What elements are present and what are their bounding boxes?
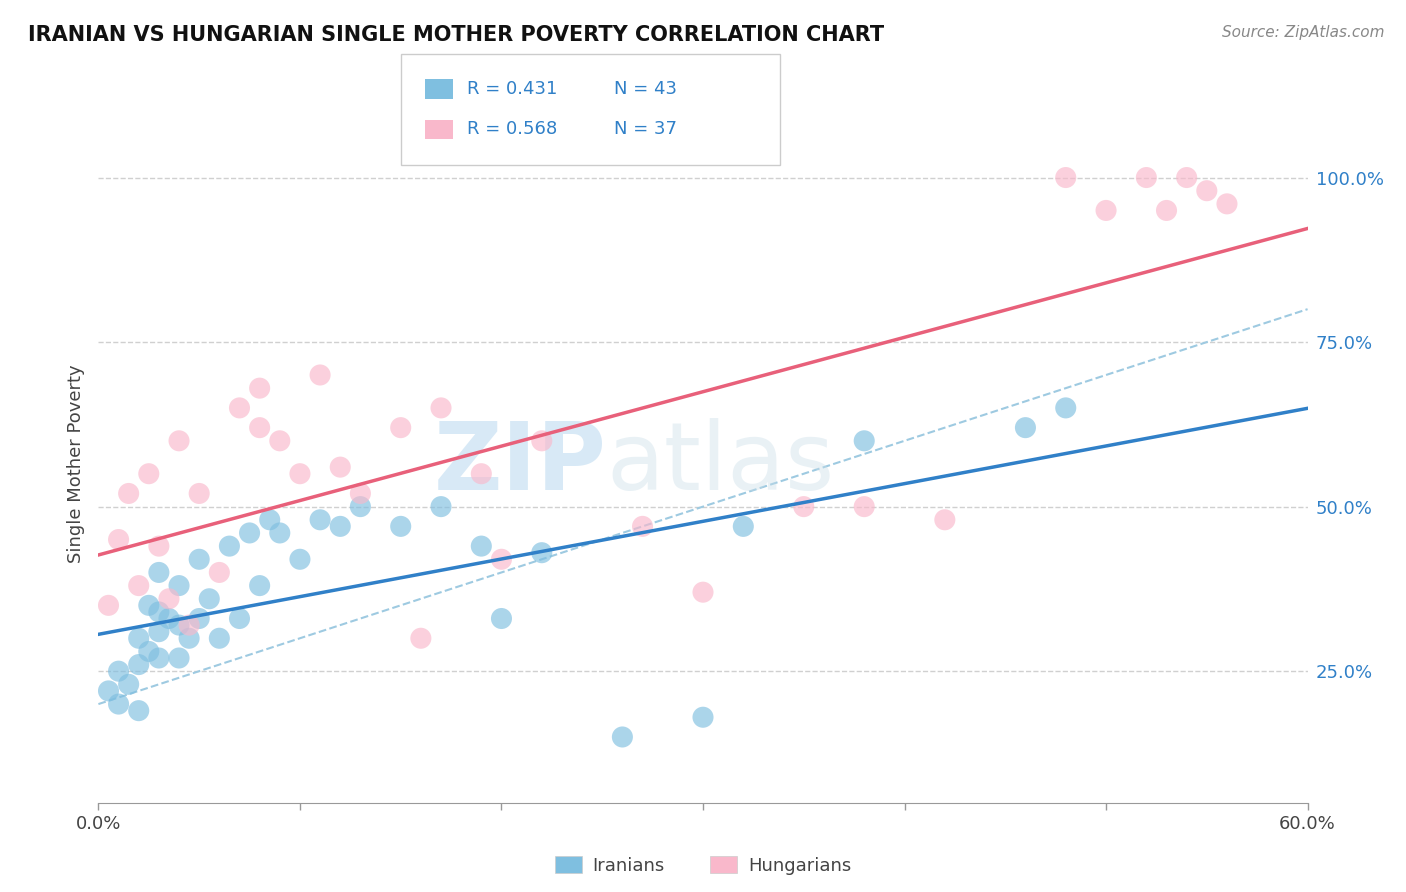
Point (167, 434, 190, 448)
Point (249, 420, 271, 434)
Point (470, 467, 492, 481)
Y-axis label: Single Mother Poverty: Single Mother Poverty (66, 365, 84, 563)
Text: N = 43: N = 43 (614, 80, 678, 98)
Text: IRANIAN VS HUNGARIAN SINGLE MOTHER POVERTY CORRELATION CHART: IRANIAN VS HUNGARIAN SINGLE MOTHER POVER… (28, 25, 884, 45)
Point (530, 434, 553, 448)
Text: N = 37: N = 37 (614, 120, 678, 138)
Point (128, 579, 150, 593)
Point (853, 500, 876, 514)
Point (1054, 401, 1077, 415)
Point (1195, 184, 1218, 198)
Point (218, 539, 240, 553)
Point (188, 486, 211, 500)
Point (179, 632, 201, 646)
Point (228, 401, 250, 415)
Point (288, 467, 311, 481)
Point (118, 486, 141, 500)
Point (259, 513, 281, 527)
Point (157, 591, 180, 606)
Point (148, 624, 170, 639)
Point (309, 513, 332, 527)
Point (1175, 170, 1198, 185)
Point (692, 585, 714, 599)
Point (138, 467, 160, 481)
Point (349, 500, 371, 514)
Point (389, 420, 412, 434)
Point (491, 611, 513, 625)
Point (239, 525, 262, 540)
Point (138, 599, 160, 613)
Point (853, 434, 876, 448)
Point (107, 697, 129, 711)
Point (228, 611, 250, 625)
Point (631, 519, 654, 533)
Point (148, 605, 170, 619)
Point (470, 539, 492, 553)
Point (1054, 170, 1077, 185)
Point (309, 368, 332, 382)
Point (1014, 420, 1036, 434)
Point (208, 632, 231, 646)
Point (167, 579, 190, 593)
Point (188, 552, 211, 566)
Point (430, 401, 453, 415)
Text: atlas: atlas (606, 417, 835, 510)
Point (612, 730, 634, 744)
Point (148, 566, 170, 580)
Point (389, 519, 412, 533)
Point (188, 611, 211, 625)
Legend: Iranians, Hungarians: Iranians, Hungarians (547, 849, 859, 882)
Point (934, 513, 956, 527)
Point (97, 599, 120, 613)
Point (118, 677, 141, 691)
Point (329, 460, 352, 475)
Point (179, 618, 201, 632)
Point (167, 651, 190, 665)
Point (530, 546, 553, 560)
Point (269, 525, 291, 540)
Point (793, 500, 815, 514)
Point (167, 618, 190, 632)
Point (1156, 203, 1178, 218)
Point (269, 434, 291, 448)
Text: ZIP: ZIP (433, 417, 606, 510)
Point (1095, 203, 1118, 218)
Point (148, 651, 170, 665)
Point (1135, 170, 1157, 185)
Point (157, 611, 180, 625)
Point (107, 664, 129, 678)
Point (1216, 197, 1239, 211)
Point (249, 381, 271, 395)
Point (128, 632, 150, 646)
Point (430, 500, 453, 514)
Text: R = 0.568: R = 0.568 (467, 120, 557, 138)
Point (138, 644, 160, 658)
Point (288, 552, 311, 566)
Point (409, 632, 432, 646)
Point (148, 539, 170, 553)
Point (349, 486, 371, 500)
Point (208, 566, 231, 580)
Point (249, 579, 271, 593)
Point (692, 710, 714, 724)
Text: Source: ZipAtlas.com: Source: ZipAtlas.com (1222, 25, 1385, 40)
Point (128, 704, 150, 718)
Point (491, 552, 513, 566)
Point (128, 657, 150, 672)
Point (198, 591, 221, 606)
Point (97, 684, 120, 698)
Point (329, 519, 352, 533)
Text: R = 0.431: R = 0.431 (467, 80, 557, 98)
Point (107, 533, 129, 547)
Point (733, 519, 755, 533)
